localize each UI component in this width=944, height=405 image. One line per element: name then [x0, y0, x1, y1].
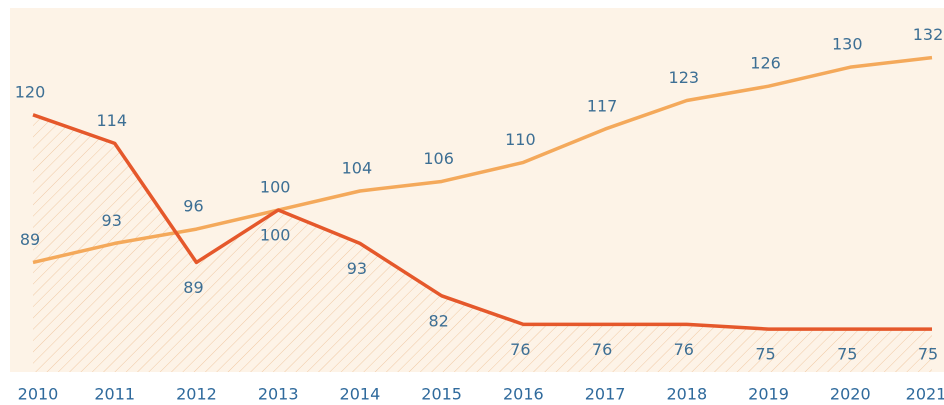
x-tick-label: 2021 — [906, 385, 944, 404]
data-label: 96 — [183, 197, 203, 216]
x-tick-label: 2017 — [585, 385, 626, 404]
data-label: 93 — [102, 211, 122, 230]
hatched-area — [33, 114, 932, 372]
x-tick-label: 2010 — [18, 385, 59, 404]
x-tick-label: 2012 — [176, 385, 217, 404]
data-label: 93 — [347, 259, 367, 278]
data-label: 120 — [15, 82, 46, 101]
data-label: 104 — [342, 159, 373, 178]
x-tick-label: 2016 — [503, 385, 544, 404]
x-tick-label: 2014 — [340, 385, 381, 404]
data-label: 82 — [428, 311, 448, 330]
x-tick-label: 2018 — [666, 385, 707, 404]
data-label: 100 — [260, 178, 291, 197]
data-label: 76 — [592, 340, 612, 359]
data-label: 75 — [918, 345, 938, 364]
data-label: 132 — [913, 25, 944, 44]
x-tick-label: 2015 — [421, 385, 462, 404]
data-label: 106 — [423, 149, 454, 168]
data-label: 126 — [750, 54, 781, 73]
data-label: 89 — [20, 230, 40, 249]
data-label: 130 — [832, 35, 863, 54]
data-label: 76 — [510, 340, 530, 359]
x-tick-label: 2011 — [94, 385, 135, 404]
data-label: 100 — [260, 226, 291, 245]
series-line — [32, 55, 933, 265]
data-label: 110 — [505, 130, 536, 149]
series-line — [32, 113, 932, 331]
x-tick-label: 2020 — [830, 385, 871, 404]
data-label: 76 — [674, 340, 694, 359]
data-label: 123 — [669, 68, 700, 87]
data-label: 117 — [587, 97, 618, 116]
data-label: 75 — [755, 345, 775, 364]
data-label: 89 — [183, 278, 203, 297]
x-tick-label: 2013 — [258, 385, 299, 404]
x-tick-label: 2019 — [748, 385, 789, 404]
data-label: 114 — [96, 111, 127, 130]
data-label: 75 — [837, 345, 857, 364]
